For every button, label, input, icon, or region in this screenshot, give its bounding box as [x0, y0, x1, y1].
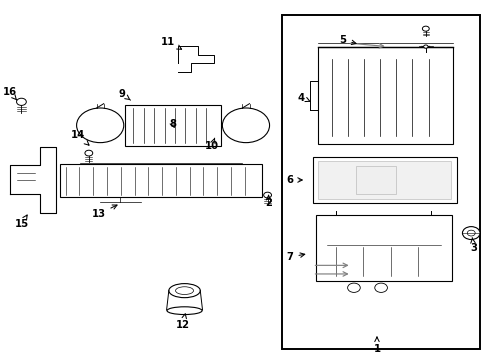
- Text: 8: 8: [170, 120, 176, 129]
- Text: 2: 2: [265, 195, 272, 208]
- Circle shape: [467, 230, 475, 236]
- Text: 16: 16: [2, 87, 17, 100]
- Bar: [282, 15, 480, 348]
- Text: 11: 11: [161, 37, 182, 49]
- Circle shape: [424, 45, 428, 48]
- Circle shape: [463, 226, 480, 239]
- Text: 1: 1: [373, 337, 381, 354]
- Circle shape: [422, 26, 429, 31]
- Text: 9: 9: [119, 89, 130, 100]
- Bar: [313, 157, 457, 203]
- Text: 10: 10: [205, 138, 219, 151]
- Text: 6: 6: [287, 175, 302, 185]
- Text: 5: 5: [339, 35, 356, 45]
- Bar: [316, 215, 452, 281]
- Bar: [125, 105, 220, 146]
- Text: 7: 7: [287, 252, 305, 262]
- Text: 15: 15: [14, 215, 28, 229]
- Bar: [59, 164, 262, 197]
- Circle shape: [85, 150, 93, 156]
- Bar: [356, 166, 396, 194]
- Text: 12: 12: [175, 314, 190, 330]
- Text: 14: 14: [71, 130, 89, 145]
- Bar: [318, 161, 451, 199]
- Text: 3: 3: [470, 238, 477, 253]
- Bar: [318, 47, 453, 144]
- Text: 4: 4: [298, 93, 310, 103]
- Circle shape: [17, 98, 26, 105]
- Circle shape: [264, 192, 271, 198]
- Text: 13: 13: [92, 205, 117, 219]
